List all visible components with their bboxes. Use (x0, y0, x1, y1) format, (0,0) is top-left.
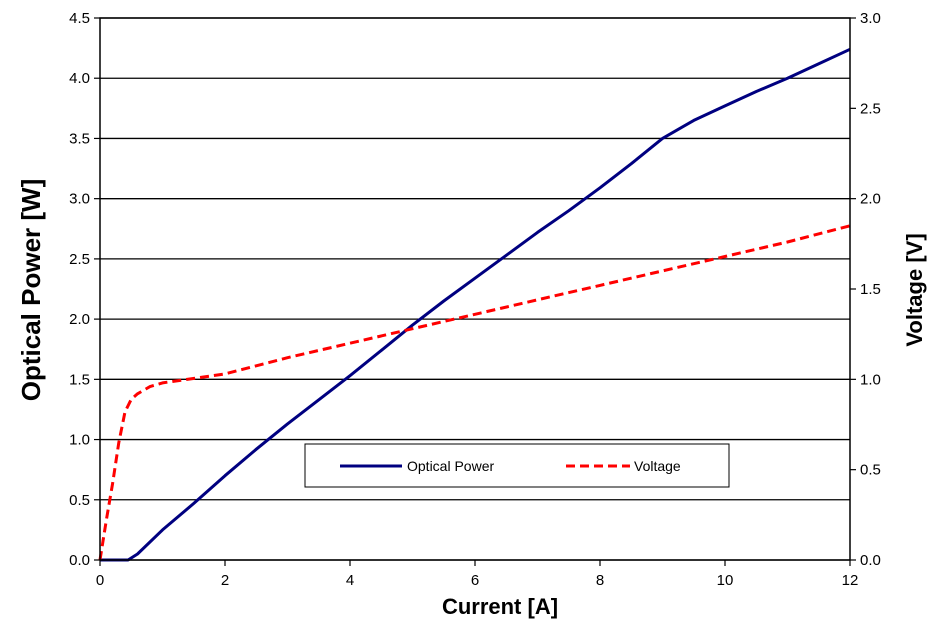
x-tick-label-5: 10 (717, 572, 734, 589)
x-tick-label-4: 8 (596, 572, 604, 589)
y2-tick-label-4: 2.0 (860, 191, 881, 208)
x-tick-label-6: 12 (842, 572, 859, 589)
legend-label-optical-power: Optical Power (407, 458, 494, 474)
y-tick-label-1: 0.5 (69, 492, 90, 509)
y2-tick-label-1: 0.5 (860, 462, 881, 479)
y-tick-label-2: 1.0 (69, 432, 90, 449)
x-tick-label-2: 4 (346, 572, 354, 589)
x-tick-label-1: 2 (221, 572, 229, 589)
y2-axis-ticks: 0.0 0.5 1.0 1.5 2.0 2.5 3.0 (850, 10, 881, 569)
y-tick-label-9: 4.5 (69, 10, 90, 27)
y-axis-ticks: 0.0 0.5 1.0 1.5 2.0 2.5 3.0 3.5 4.0 4.5 (69, 10, 100, 569)
legend-label-voltage: Voltage (634, 458, 681, 474)
series-line-voltage (98, 224, 851, 561)
x-tick-label-3: 6 (471, 572, 479, 589)
y2-tick-label-3: 1.5 (860, 281, 881, 298)
legend: Optical Power Voltage (304, 443, 730, 488)
y-tick-label-5: 2.5 (69, 251, 90, 268)
y2-tick-label-0: 0.0 (860, 552, 881, 569)
y-tick-label-3: 1.5 (69, 371, 90, 388)
x-tick-label-0: 0 (96, 572, 104, 589)
y-axis-label: Optical Power [W] (16, 179, 46, 401)
y-tick-label-7: 3.5 (69, 130, 90, 147)
x-axis-label: Current [A] (442, 594, 558, 619)
y2-axis-label: Voltage [V] (902, 233, 927, 346)
y2-tick-label-5: 2.5 (860, 100, 881, 117)
y-tick-label-0: 0.0 (69, 552, 90, 569)
series-line-optical-power (100, 47, 851, 562)
y-tick-label-8: 4.0 (69, 70, 90, 87)
y-tick-label-6: 3.0 (69, 191, 90, 208)
y-tick-label-4: 2.0 (69, 311, 90, 328)
y2-tick-label-2: 1.0 (860, 371, 881, 388)
y2-tick-label-6: 3.0 (860, 10, 881, 27)
x-axis-ticks: 0 2 4 6 8 10 12 (96, 560, 859, 589)
series-layer (98, 47, 851, 562)
